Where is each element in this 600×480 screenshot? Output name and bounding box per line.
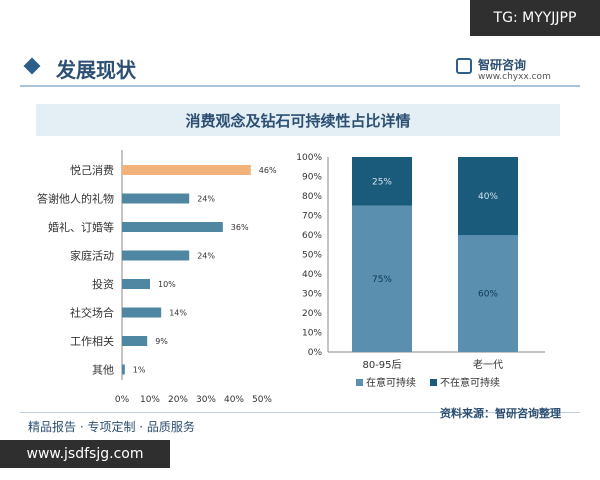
bar	[122, 193, 190, 204]
footer-divider	[20, 412, 580, 413]
legend-label: 在意可持续	[366, 376, 416, 389]
x-tick-label: 50%	[252, 395, 272, 402]
bar	[122, 364, 125, 375]
x-tick-label: 40%	[224, 395, 244, 402]
brand-logo-icon	[456, 58, 472, 74]
y-tick-label: 80%	[302, 192, 322, 202]
y-tick-label: 100%	[296, 153, 322, 163]
stacked-bar-segment	[458, 235, 518, 352]
x-tick-label: 20%	[168, 395, 188, 402]
data-label: 46%	[259, 166, 277, 175]
legend-label: 不在意可持续	[440, 376, 500, 389]
stacked-bar-segment	[352, 205, 412, 352]
chart-title: 消费观念及钻石可持续性占比详情	[185, 111, 411, 130]
category-label: 工作相关	[70, 334, 114, 348]
y-tick-label: 50%	[302, 251, 322, 261]
y-tick-label: 40%	[302, 270, 322, 280]
top-right-label: TG: MYYJJPP	[470, 0, 600, 36]
data-label: 9%	[155, 337, 168, 346]
legend-swatch	[430, 379, 437, 386]
category-label: 老一代	[473, 358, 503, 371]
category-label: 社交场合	[70, 306, 114, 320]
bar	[122, 336, 148, 346]
category-label: 投资	[92, 277, 114, 291]
header-divider	[20, 85, 580, 87]
bar	[122, 279, 150, 289]
brand-url: www.chyxx.com	[478, 72, 551, 82]
y-tick-label: 90%	[302, 173, 322, 183]
chart-canvas: 悦己消费 46% 答谢他人的礼物 24% 婚礼、订婚等 36% 家庭活动 24% 投资 10% 社交…	[37, 150, 545, 402]
y-tick-label: 70%	[302, 212, 322, 222]
bar	[122, 250, 190, 261]
stacked-bar-segment	[352, 157, 412, 206]
diamond-icon	[23, 57, 41, 75]
data-label: 25%	[372, 177, 392, 187]
section-title: 发展现状	[56, 58, 136, 82]
brand-name: 智研咨询	[478, 58, 527, 72]
legend-swatch	[356, 379, 363, 386]
bar	[122, 165, 251, 175]
x-tick-label: 10%	[140, 395, 160, 402]
chart-title-band: 消费观念及钻石可持续性占比详情	[36, 104, 560, 136]
y-tick-label: 0%	[308, 348, 323, 358]
data-label: 24%	[197, 252, 215, 261]
category-label: 婚礼、订婚等	[48, 220, 114, 234]
data-label: 75%	[372, 275, 392, 285]
category-label: 其他	[92, 364, 114, 377]
y-tick-label: 60%	[302, 231, 322, 241]
category-label: 答谢他人的礼物	[37, 192, 114, 206]
data-label: 36%	[231, 223, 249, 232]
data-label: 14%	[169, 309, 187, 318]
category-label: 家庭活动	[70, 249, 114, 263]
bottom-left-label: www.jsdfsjg.com	[0, 440, 170, 468]
data-label: 24%	[197, 195, 215, 204]
y-tick-label: 30%	[302, 290, 322, 300]
y-tick-label: 10%	[302, 329, 322, 339]
category-label: 悦己消费	[70, 163, 114, 177]
source-note: 资料来源：智研咨询整理	[440, 407, 561, 420]
data-label: 1%	[133, 366, 146, 375]
footer-slogan: 精品报告 · 专项定制 · 品质服务	[28, 420, 195, 434]
bar	[122, 222, 223, 232]
x-tick-label: 30%	[196, 395, 216, 402]
x-tick-label: 0%	[115, 395, 130, 402]
stacked-bar-segment	[458, 157, 518, 235]
data-label: 60%	[478, 290, 498, 300]
data-label: 40%	[478, 192, 498, 202]
data-label: 10%	[158, 280, 176, 289]
category-label: 80-95后	[362, 359, 401, 371]
y-tick-label: 20%	[302, 309, 322, 319]
bar	[122, 307, 162, 318]
